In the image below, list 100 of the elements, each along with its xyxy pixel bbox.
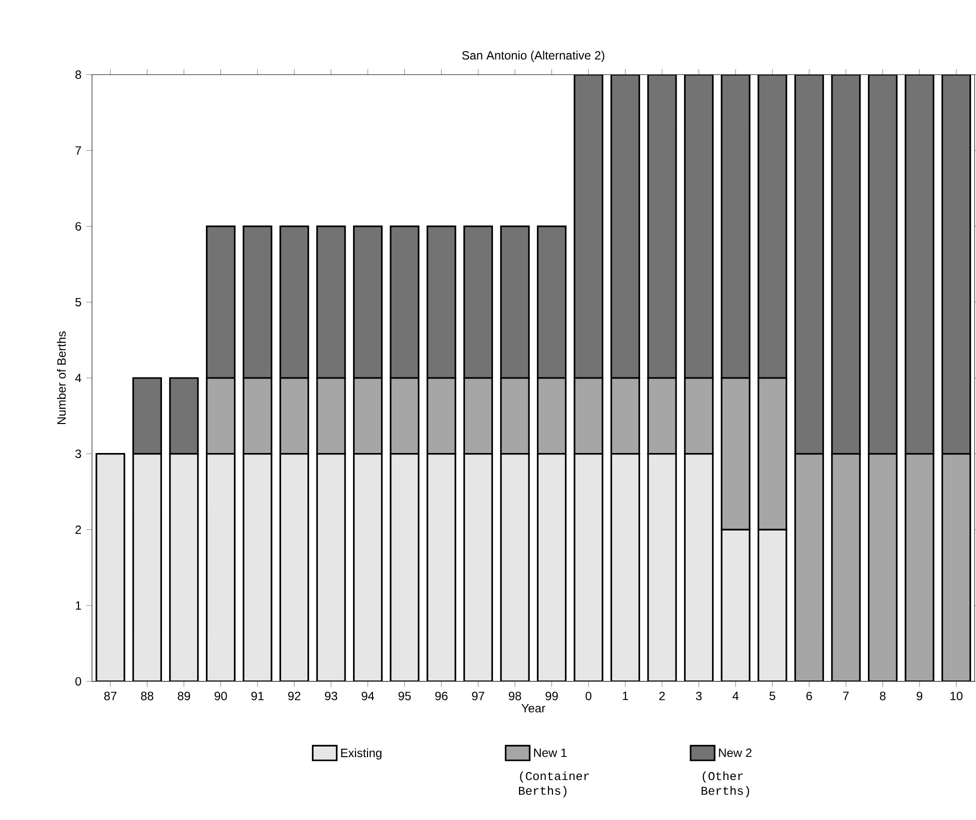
bar (242, 377, 272, 455)
y-tick-label: 6 (76, 222, 82, 231)
bar (242, 453, 272, 682)
x-tick-label: 91 (251, 692, 264, 700)
bar (169, 377, 199, 455)
x-tick-label: 7 (843, 692, 849, 700)
bar (758, 528, 788, 682)
bar (758, 377, 788, 530)
text: (Other Berths) (702, 771, 750, 798)
bar (536, 226, 567, 379)
bar (574, 377, 604, 455)
text: (Container Berths) (518, 771, 589, 798)
bar (463, 453, 493, 682)
x-axis-title: Year (521, 704, 546, 712)
legend-label: Existing (341, 748, 382, 760)
bar (794, 453, 824, 682)
x-tick-label: 95 (398, 692, 411, 700)
bar (610, 377, 640, 455)
bar (353, 377, 383, 455)
bar (316, 226, 346, 379)
bar (647, 453, 677, 682)
bar (206, 453, 236, 682)
bar (96, 453, 126, 682)
bar (390, 453, 420, 682)
bar (500, 226, 530, 379)
bar (463, 226, 493, 379)
chart-title: San Antonio (Alternative 2) (462, 50, 604, 62)
bar (279, 453, 310, 682)
y-tick-label: 5 (75, 298, 82, 306)
x-tick-label: 5 (770, 692, 776, 700)
bar (647, 74, 677, 379)
bar (169, 453, 199, 682)
bar (574, 453, 604, 682)
y-axis-title: Number of Berths (56, 331, 66, 424)
bar (720, 528, 750, 682)
x-tick-label: 10 (950, 692, 962, 700)
y-tick-label: 8 (75, 70, 82, 79)
bar (868, 74, 898, 455)
x-tick-label: 3 (696, 692, 702, 700)
x-tick-label: 90 (214, 692, 227, 700)
bar (390, 226, 420, 379)
y-tick-label: 4 (75, 374, 82, 382)
bar (868, 453, 898, 682)
x-tick-label: 4 (732, 692, 739, 700)
bar (353, 226, 383, 379)
bar (610, 453, 640, 682)
bar (316, 377, 346, 455)
y-tick-label: 3 (75, 450, 82, 458)
bar (720, 377, 750, 530)
bar (500, 377, 530, 455)
x-tick-label: 88 (141, 692, 154, 700)
bar (132, 377, 162, 455)
bar (206, 226, 236, 379)
bar (206, 377, 236, 455)
bar (720, 74, 750, 379)
bar (426, 453, 456, 682)
bar (426, 226, 456, 379)
y-tick-label: 7 (76, 146, 81, 155)
bar (941, 453, 972, 682)
bar (463, 377, 493, 455)
x-tick-label: 96 (435, 692, 448, 700)
y-tick-label: 0 (75, 677, 82, 686)
bar (610, 74, 640, 379)
bar (279, 377, 310, 455)
bar (684, 377, 714, 455)
bar (647, 377, 677, 455)
bar (132, 453, 162, 682)
bar (904, 453, 934, 682)
bar (279, 226, 310, 379)
bar (574, 74, 604, 379)
bar (758, 74, 788, 379)
x-tick-label: 89 (178, 692, 190, 700)
x-tick-label: 92 (288, 692, 300, 700)
bar (831, 453, 861, 682)
x-tick-label: 6 (806, 692, 812, 700)
bar (316, 453, 346, 682)
x-tick-label: 87 (104, 692, 116, 700)
x-tick-label: 8 (880, 692, 886, 700)
bar (390, 377, 420, 455)
bar (831, 74, 861, 455)
bar (684, 74, 714, 379)
y-tick-label: 2 (76, 525, 81, 534)
x-tick-label: 2 (659, 692, 665, 700)
x-tick-label: 93 (324, 692, 338, 700)
y-tick-label: 1 (76, 601, 82, 610)
bar (904, 74, 934, 455)
bar (353, 453, 383, 682)
x-tick-label: 9 (916, 692, 922, 700)
x-tick-label: 94 (362, 692, 374, 700)
legend-label: New 1 (534, 748, 567, 757)
legend-label: New 2 (719, 748, 752, 758)
x-tick-label: 98 (508, 692, 522, 700)
x-tick-label: 0 (586, 692, 592, 700)
bar (242, 226, 272, 379)
bar (684, 453, 714, 682)
x-tick-label: 99 (546, 692, 558, 700)
bar (536, 377, 567, 455)
bar (426, 377, 456, 455)
x-tick-label: 97 (472, 692, 484, 700)
bar (500, 453, 530, 682)
